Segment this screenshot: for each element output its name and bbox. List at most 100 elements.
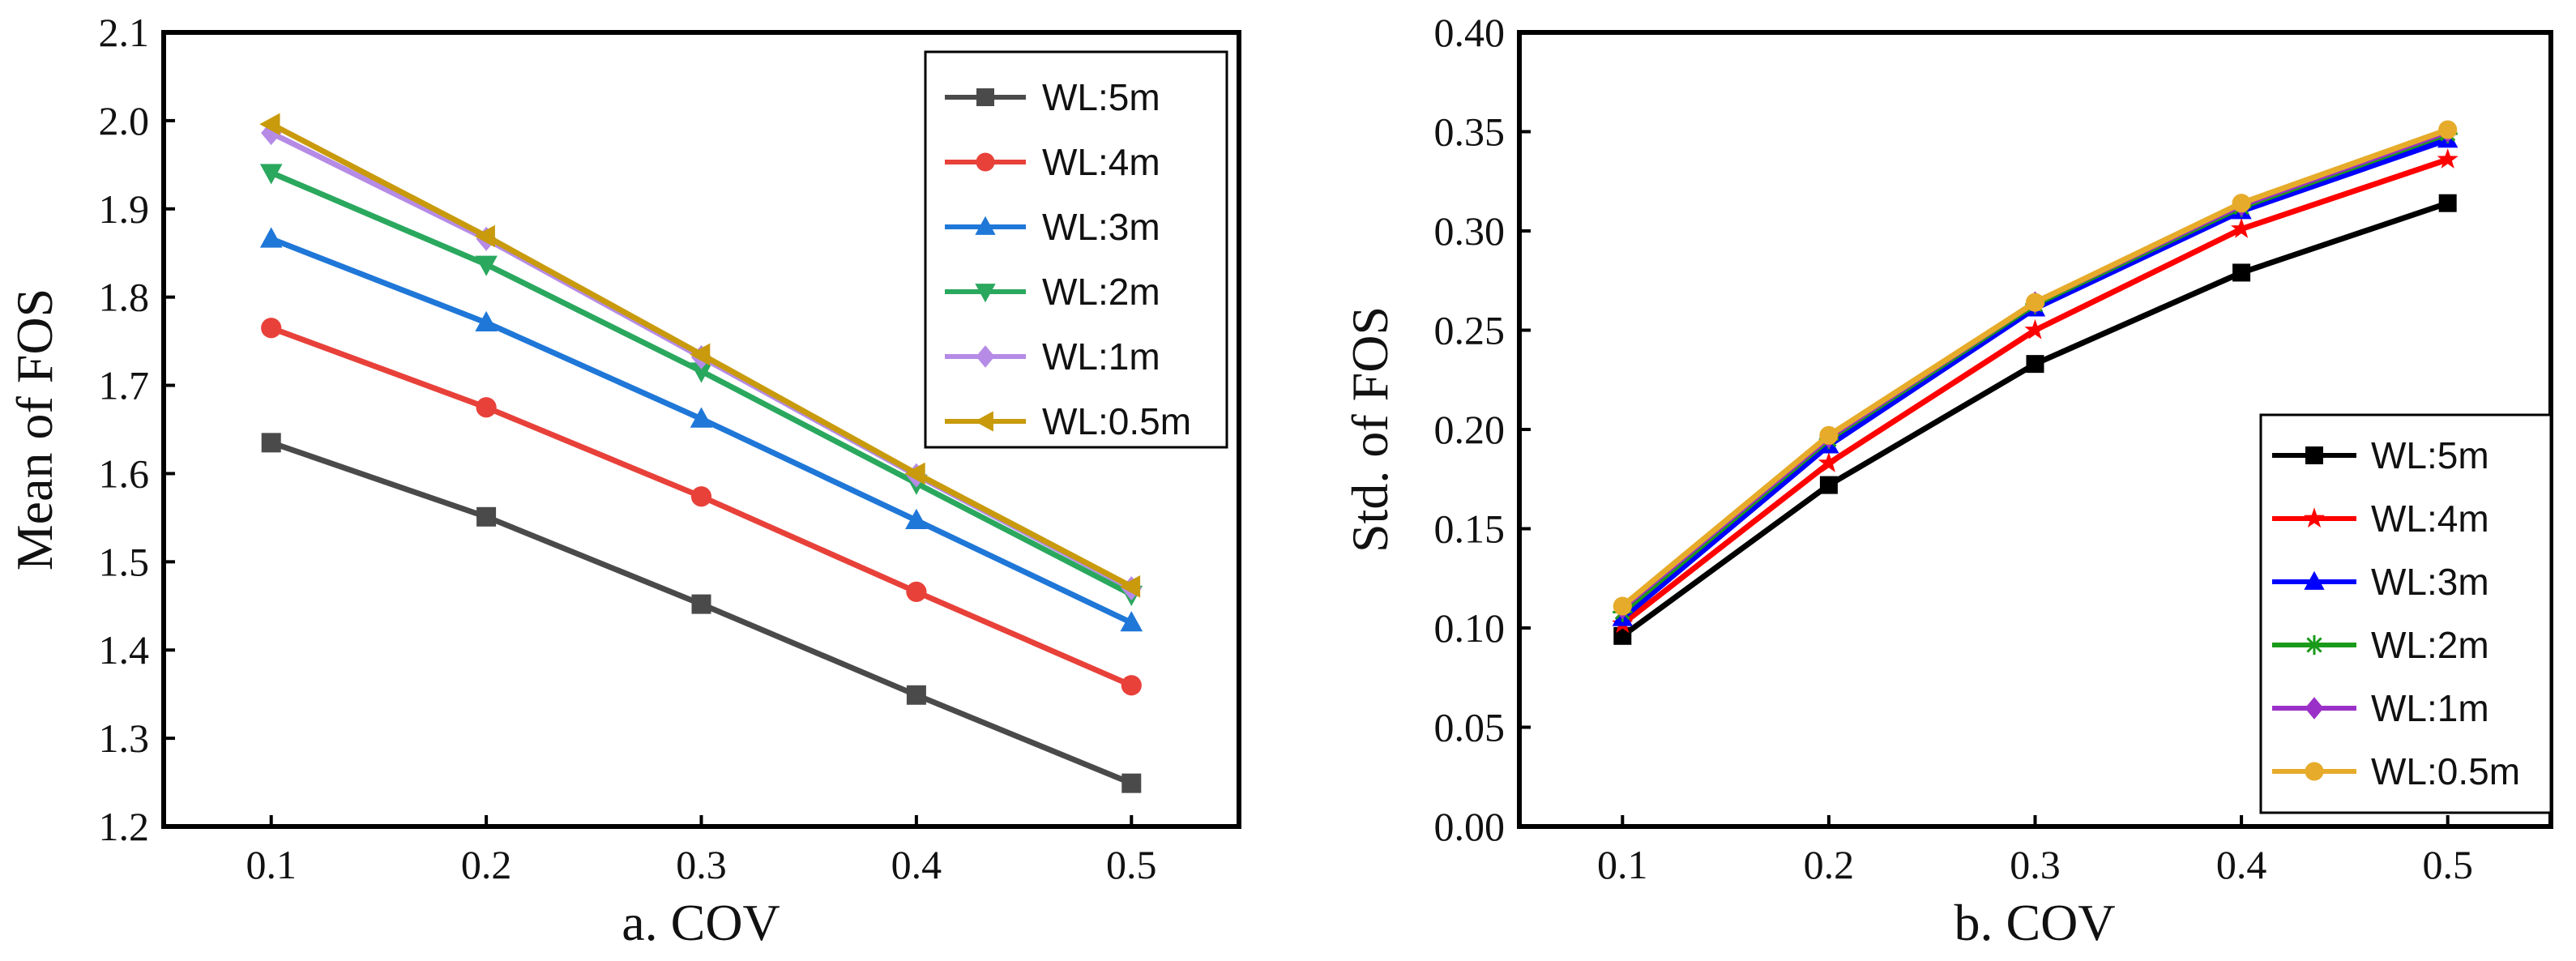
legend: WL:5m WL:4m WL:3m WL:2m WL:1m WL:0.5m <box>2259 413 2553 814</box>
legend-label: WL:4m <box>1042 141 1160 183</box>
y-tick-label: 0.25 <box>1434 308 1506 353</box>
legend-marker <box>974 411 993 432</box>
legend-item: WL:4m <box>945 141 1160 183</box>
data-point <box>259 113 280 136</box>
data-point <box>2437 148 2459 169</box>
legend-item: WL:0.5m <box>2272 750 2520 792</box>
series-wl0.5m <box>259 113 1141 598</box>
legend-label: WL:0.5m <box>2371 750 2520 792</box>
data-point <box>904 462 925 485</box>
data-point <box>690 362 713 383</box>
data-point <box>1613 596 1632 616</box>
data-point <box>1121 773 1142 793</box>
y-tick-label: 0.30 <box>1434 208 1506 254</box>
legend-label: WL:0.5m <box>1042 400 1191 442</box>
y-tick-label: 0.15 <box>1434 506 1506 552</box>
chart-panel-2: 0.00 0.05 0.10 0.15 0.20 0.25 0.30 0.35 0.40 0.1 0… <box>1341 10 2553 951</box>
legend-marker <box>2304 634 2325 656</box>
x-tick-label: 0.1 <box>1597 842 1648 887</box>
legend-marker <box>2304 570 2325 590</box>
series-wl3m <box>259 227 1143 632</box>
data-point <box>475 310 498 332</box>
data-point <box>1818 451 1839 472</box>
y-tick-label: 1.6 <box>99 451 150 496</box>
chart-panel-1: 1.2 1.3 1.4 1.5 1.6 1.7 1.8 1.9 2.0 2.1 0.1 0.2 0.3 0… <box>6 10 1241 951</box>
legend-label: WL:2m <box>1042 271 1160 313</box>
data-point <box>2438 194 2457 212</box>
x-axis-label: a. COV <box>622 894 780 951</box>
data-point <box>1613 626 1632 645</box>
legend-item: WL:5m <box>2272 434 2489 476</box>
data-point <box>1819 476 1838 494</box>
data-point <box>2025 293 2045 312</box>
legend-marker <box>976 152 995 172</box>
data-point <box>476 506 497 527</box>
legend-item: WL:5m <box>945 76 1160 118</box>
y-tick-label: 0.00 <box>1434 804 1506 849</box>
legend-marker <box>2305 446 2323 464</box>
data-point <box>2026 355 2044 374</box>
data-point <box>2232 263 2251 282</box>
x-tick-label: 0.3 <box>676 842 727 887</box>
legend-box <box>924 50 1228 449</box>
legend-label: WL:5m <box>1042 76 1160 118</box>
y-tick-label: 1.2 <box>99 804 150 849</box>
data-point <box>475 255 498 276</box>
legend-marker <box>2305 762 2324 781</box>
legend-item: WL:3m <box>2272 561 2489 603</box>
y-axis-label: Mean of FOS <box>6 288 63 570</box>
legend-item: WL:1m <box>2272 687 2489 729</box>
x-tick-label: 0.2 <box>1804 842 1855 887</box>
legend-label: WL:4m <box>2371 498 2489 540</box>
y-tick-label: 1.7 <box>99 363 150 408</box>
data-point <box>906 685 926 705</box>
y-tick-label: 1.3 <box>99 715 150 761</box>
data-point <box>261 318 282 339</box>
data-point <box>690 343 711 366</box>
legend-item: WL:2m <box>2272 624 2489 666</box>
legend-marker <box>2303 507 2326 528</box>
legend-label: WL:1m <box>1042 335 1160 378</box>
data-point <box>474 224 495 248</box>
legend-label: WL:1m <box>2371 687 2489 729</box>
y-tick-label: 2.1 <box>99 10 150 55</box>
series-wl5m <box>261 433 1142 793</box>
legend-item: WL:0.5m <box>945 400 1191 442</box>
data-point <box>2024 318 2046 340</box>
data-point <box>690 486 712 507</box>
legend-item: WL:4m <box>2272 498 2489 540</box>
x-tick-label: 0.2 <box>461 842 512 887</box>
legend-label: WL:5m <box>2371 434 2489 476</box>
y-tick-label: 0.40 <box>1434 10 1506 55</box>
data-point <box>905 508 928 529</box>
legend-box <box>2259 413 2553 814</box>
legend-marker <box>976 345 995 368</box>
y-tick-label: 1.9 <box>99 186 150 232</box>
data-point <box>259 164 283 185</box>
x-tick-label: 0.5 <box>2422 842 2473 887</box>
data-point <box>690 407 713 428</box>
legend: WL:5m WL:4m WL:3m WL:2m WL:1m WL:0.5m <box>924 50 1228 449</box>
data-point <box>906 581 927 602</box>
data-point <box>476 397 497 418</box>
legend-marker <box>975 216 996 235</box>
legend-label: WL:3m <box>1042 206 1160 248</box>
series-wl0.5m <box>1613 120 2458 616</box>
data-point <box>259 227 283 248</box>
x-tick-label: 0.3 <box>2010 842 2061 887</box>
y-tick-label: 1.8 <box>99 275 150 320</box>
legend-marker <box>976 88 994 106</box>
data-point <box>691 594 711 614</box>
data-point <box>2231 217 2253 238</box>
y-tick-label: 0.35 <box>1434 109 1506 155</box>
y-axis-label: Std. of FOS <box>1341 306 1399 553</box>
x-tick-label: 0.1 <box>246 842 297 887</box>
legend-marker <box>975 284 996 303</box>
legend-item: WL:1m <box>945 335 1160 378</box>
y-tick-label: 1.4 <box>99 627 150 673</box>
y-tick-label: 0.10 <box>1434 605 1506 651</box>
legend-item: WL:3m <box>945 206 1160 248</box>
data-point <box>261 433 281 453</box>
